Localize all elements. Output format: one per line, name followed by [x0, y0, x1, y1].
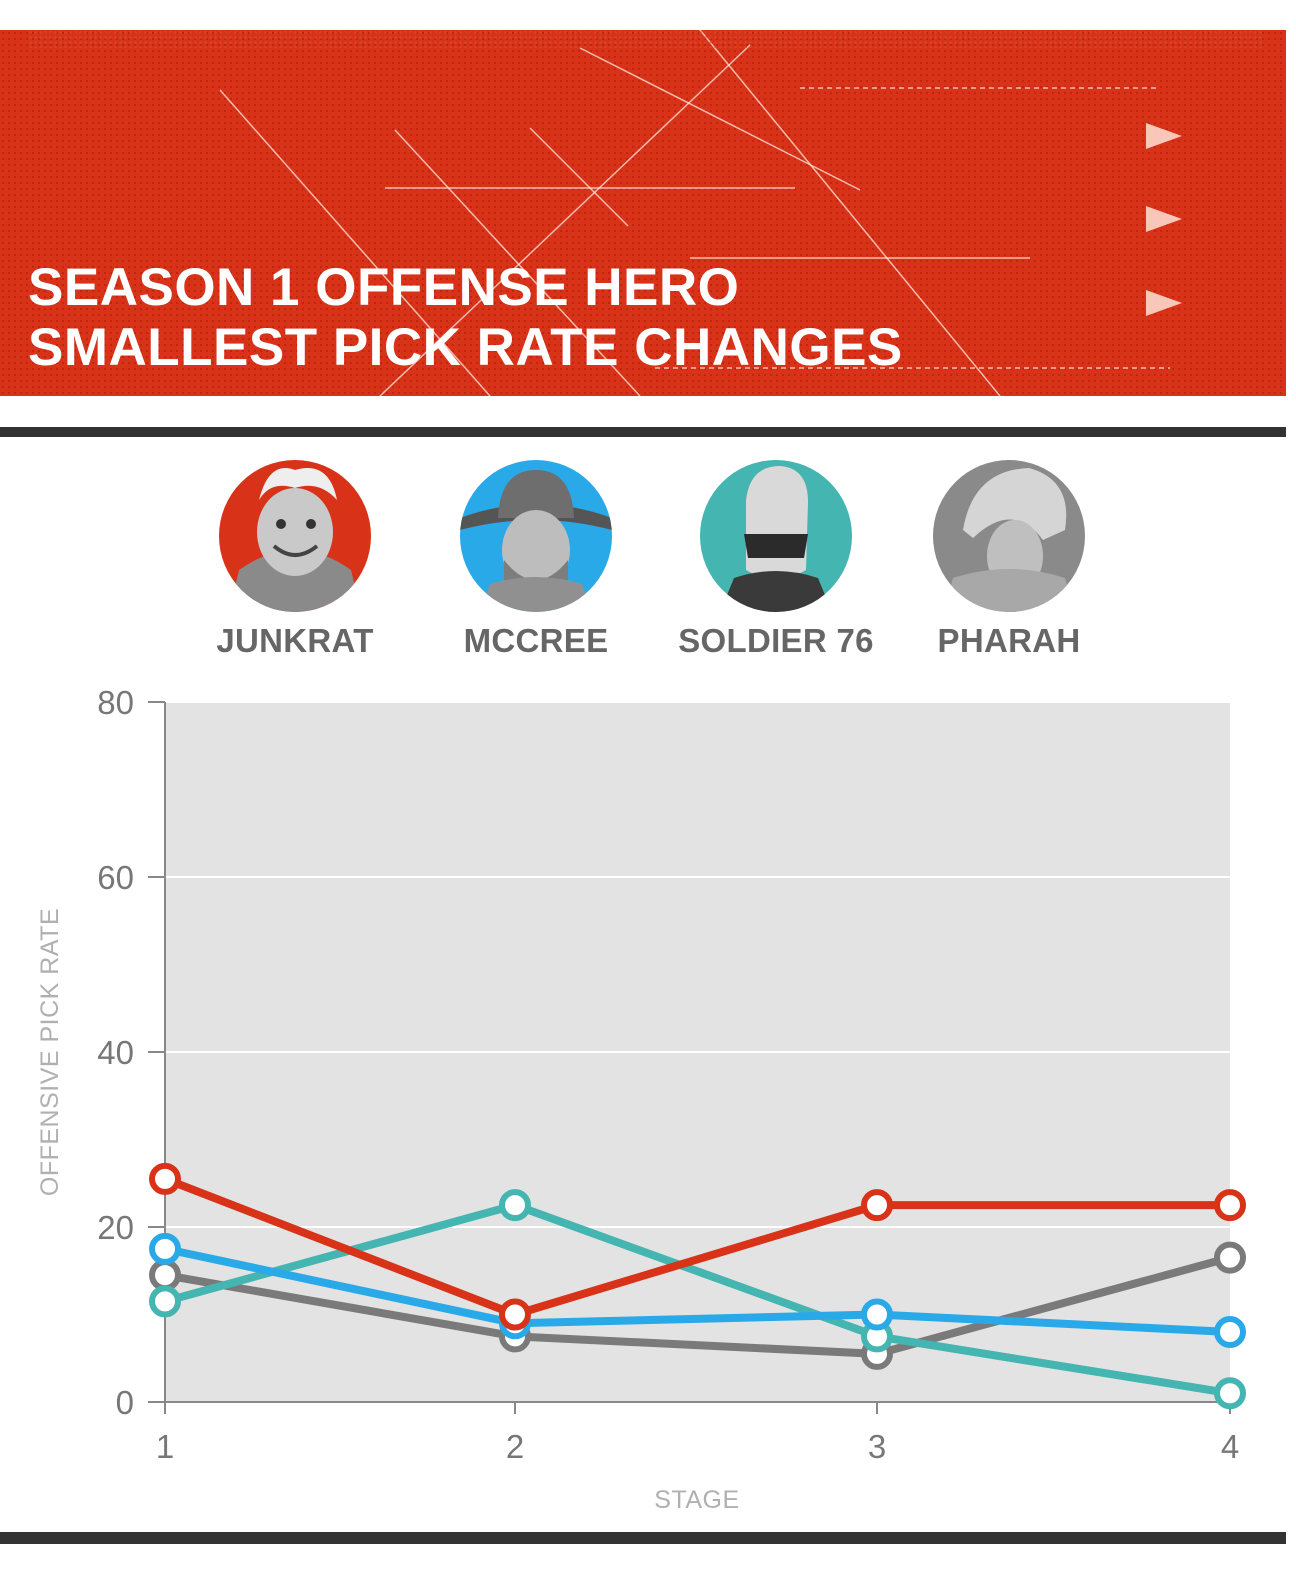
pharah-avatar — [933, 460, 1085, 612]
grid-lines — [165, 701, 1230, 1228]
junkrat-label: JUNKRAT — [216, 622, 374, 659]
soldier-76-avatar — [700, 460, 852, 612]
x-axis-label: STAGE — [654, 1486, 739, 1514]
point-soldier-76-4 — [1214, 1377, 1246, 1410]
x-tick-label-1: 1 — [156, 1428, 174, 1465]
point-mccree-4 — [1214, 1316, 1246, 1348]
pick-rate-chart: 0 20 40 60 80 1 2 3 4 OFFENSIVE PICK RATE STAGE — [36, 684, 1246, 1514]
point-junkrat-4 — [1214, 1189, 1246, 1222]
x-tick-labels: 1 2 3 4 — [156, 1428, 1239, 1465]
y-tick-label-0: 0 — [116, 1384, 134, 1421]
hero-junkrat: JUNKRAT — [175, 460, 415, 660]
mccree-avatar — [460, 460, 612, 612]
top-divider — [0, 427, 1286, 437]
title-line-1: SEASON 1 OFFENSE HERO — [28, 258, 740, 317]
bottom-divider — [0, 1532, 1286, 1544]
soldier-76-label: SOLDIER 76 — [678, 622, 874, 659]
banner-dot-strip — [28, 30, 1264, 48]
point-junkrat-1 — [149, 1162, 181, 1195]
hero-mccree: MCCREE — [416, 460, 656, 660]
banner-decoration — [219, 30, 1182, 396]
page-title: SEASON 1 OFFENSE HERO SMALLEST PICK RATE… — [28, 258, 903, 378]
series-line-pharah — [164, 1253, 1232, 1358]
x-tick-label-4: 4 — [1221, 1428, 1239, 1465]
y-tick-label-60: 60 — [97, 859, 134, 896]
y-tick-label-80: 80 — [97, 684, 134, 721]
x-tick-label-3: 3 — [868, 1428, 886, 1465]
point-soldier-76-1 — [149, 1285, 181, 1318]
hero-legend: JUNKRAT MCCREE SOLDIER 76 — [0, 460, 1296, 670]
y-tick-labels: 0 20 40 60 80 — [97, 684, 134, 1421]
point-pharah-4 — [1214, 1241, 1246, 1274]
series-lines — [149, 1162, 1246, 1410]
series-line-mccree — [164, 1244, 1231, 1336]
point-mccree-3 — [861, 1298, 893, 1331]
point-junkrat-2 — [499, 1298, 531, 1331]
point-pharah-1 — [149, 1259, 181, 1292]
y-tick-label-40: 40 — [97, 1034, 134, 1071]
series-line-soldier-76 — [163, 1201, 1231, 1398]
point-junkrat-3 — [861, 1189, 893, 1222]
x-tick-label-2: 2 — [506, 1428, 524, 1465]
pharah-label: PHARAH — [937, 622, 1081, 659]
y-axis-label: OFFENSIVE PICK RATE — [36, 908, 64, 1196]
header-banner — [0, 30, 1286, 396]
junkrat-avatar — [219, 460, 371, 612]
y-tick-label-20: 20 — [97, 1209, 134, 1246]
point-soldier-76-2 — [499, 1189, 531, 1222]
title-line-2: SMALLEST PICK RATE CHANGES — [28, 318, 903, 377]
hero-soldier-76: SOLDIER 76 — [656, 460, 896, 660]
hero-pharah: PHARAH — [889, 460, 1129, 660]
mccree-label: MCCREE — [463, 622, 609, 659]
series-line-junkrat — [163, 1175, 1230, 1319]
point-mccree-1 — [149, 1232, 181, 1265]
